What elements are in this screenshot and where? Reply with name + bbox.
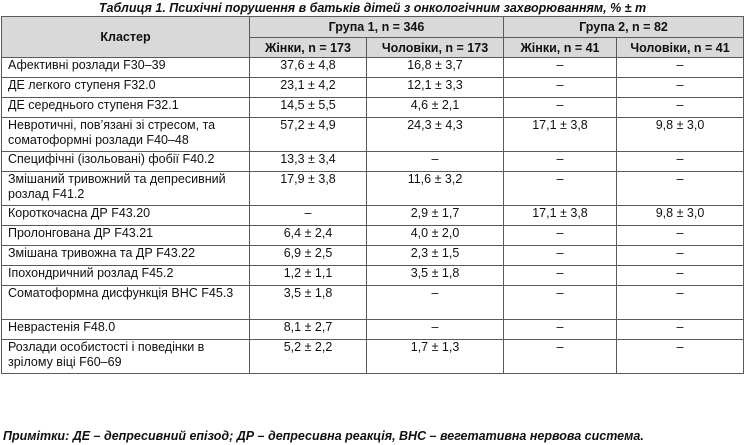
cell-g1-women: 6,4 ± 2,4	[249, 225, 367, 246]
cell-g2-women: –	[503, 77, 617, 98]
cell-g1-men: 3,5 ± 1,8	[366, 265, 504, 286]
cell-g1-women: 5,2 ± 2,2	[249, 339, 367, 374]
cell-g1-women: 23,1 ± 4,2	[249, 77, 367, 98]
header-g1-men: Чоловіки, n = 173	[366, 37, 504, 58]
cell-g2-men: –	[615, 151, 745, 172]
row-label: Невротичні, пов’язані зі стресом, та сом…	[1, 117, 250, 152]
cell-g1-men: –	[366, 319, 504, 340]
cell-g2-women: 17,1 ± 3,8	[503, 117, 617, 152]
table-row: Соматоформна дисфункція ВНС F45.3 3,5 ± …	[1, 285, 745, 320]
cell-g1-men: –	[366, 285, 504, 320]
header-cluster: Кластер	[1, 16, 250, 58]
row-label: Розлади особистості і поведінки в зрілом…	[1, 339, 250, 374]
header-group-1: Група 1, n = 346	[249, 16, 504, 38]
cell-g1-men: 2,3 ± 1,5	[366, 245, 504, 266]
row-label: Неврастенія F48.0	[1, 319, 250, 340]
cell-g2-women: –	[503, 225, 617, 246]
cell-g1-women: 8,1 ± 2,7	[249, 319, 367, 340]
cell-g2-women: –	[503, 285, 617, 320]
table-row: Пролонгована ДР F43.21 6,4 ± 2,4 4,0 ± 2…	[1, 225, 745, 246]
row-label: ДЕ легкого ступеня F32.0	[1, 77, 250, 98]
cell-g2-women: 17,1 ± 3,8	[503, 205, 617, 226]
cell-g1-men: 1,7 ± 1,3	[366, 339, 504, 374]
cell-g1-women: 13,3 ± 3,4	[249, 151, 367, 172]
row-label: ДЕ середнього ступеня F32.1	[1, 97, 250, 118]
row-label: Афективні розлади F30–39	[1, 57, 250, 78]
cell-g2-men: 9,8 ± 3,0	[615, 205, 745, 226]
cell-g2-women: –	[503, 319, 617, 340]
cell-g2-men: –	[615, 245, 745, 266]
table-row: Змішана тривожна та ДР F43.22 6,9 ± 2,5 …	[1, 245, 745, 266]
header-g2-women: Жінки, n = 41	[503, 37, 617, 58]
cell-g2-women: –	[503, 171, 617, 206]
row-label: Специфічні (ізольовані) фобії F40.2	[1, 151, 250, 172]
cell-g2-women: –	[503, 339, 617, 374]
cell-g1-women: 37,6 ± 4,8	[249, 57, 367, 78]
row-label: Іпохондричний розлад F45.2	[1, 265, 250, 286]
row-label: Короткочасна ДР F43.20	[1, 205, 250, 226]
row-label: Соматоформна дисфункція ВНС F45.3	[1, 285, 250, 320]
cell-g2-men: 9,8 ± 3,0	[615, 117, 745, 152]
header-row-sexes: Жінки, n = 173 Чоловіки, n = 173 Жінки, …	[2, 37, 745, 58]
table-footnote: Примітки: ДЕ – депресивний епізод; ДР – …	[3, 429, 644, 443]
row-label: Змішаний тривожний та депресивний розлад…	[1, 171, 250, 206]
cell-g2-men: –	[615, 97, 745, 118]
cell-g2-men: –	[615, 77, 745, 98]
table-row: Іпохондричний розлад F45.2 1,2 ± 1,1 3,5…	[1, 265, 745, 286]
cell-g1-women: 1,2 ± 1,1	[249, 265, 367, 286]
cell-g2-women: –	[503, 265, 617, 286]
table-row: Специфічні (ізольовані) фобії F40.2 13,3…	[1, 151, 745, 172]
cell-g2-men: –	[615, 225, 745, 246]
cell-g1-women: –	[249, 205, 367, 226]
cell-g2-women: –	[503, 151, 617, 172]
header-g2-men: Чоловіки, n = 41	[615, 37, 745, 58]
table-row: Розлади особистості і поведінки в зрілом…	[1, 339, 745, 374]
cell-g2-men: –	[615, 285, 745, 320]
data-table: Кластер Група 1, n = 346 Група 2, n = 82…	[1, 16, 745, 374]
cell-g1-men: 2,9 ± 1,7	[366, 205, 504, 226]
table-row: Неврастенія F48.0 8,1 ± 2,7 – – –	[1, 319, 745, 340]
cell-g2-men: –	[615, 319, 745, 340]
table-row: ДЕ середнього ступеня F32.1 14,5 ± 5,5 4…	[1, 97, 745, 118]
cell-g1-women: 57,2 ± 4,9	[249, 117, 367, 152]
cell-g2-women: –	[503, 57, 617, 78]
row-label: Пролонгована ДР F43.21	[1, 225, 250, 246]
header-g1-women: Жінки, n = 173	[249, 37, 367, 58]
cell-g2-men: –	[615, 57, 745, 78]
table-row: Короткочасна ДР F43.20 – 2,9 ± 1,7 17,1 …	[1, 205, 745, 226]
cell-g1-women: 17,9 ± 3,8	[249, 171, 367, 206]
row-label: Змішана тривожна та ДР F43.22	[1, 245, 250, 266]
cell-g1-men: 24,3 ± 4,3	[366, 117, 504, 152]
table-body: Афективні розлади F30–39 37,6 ± 4,8 16,8…	[1, 57, 745, 374]
cell-g1-men: 12,1 ± 3,3	[366, 77, 504, 98]
table-row: Афективні розлади F30–39 37,6 ± 4,8 16,8…	[1, 57, 745, 78]
cell-g1-men: 4,0 ± 2,0	[366, 225, 504, 246]
cell-g2-men: –	[615, 339, 745, 374]
header-group-2: Група 2, n = 82	[502, 16, 745, 38]
table-row: Невротичні, пов’язані зі стресом, та сом…	[1, 117, 745, 152]
cell-g2-men: –	[615, 265, 745, 286]
cell-g2-women: –	[503, 97, 617, 118]
cell-g1-men: 4,6 ± 2,1	[366, 97, 504, 118]
table-row: ДЕ легкого ступеня F32.0 23,1 ± 4,2 12,1…	[1, 77, 745, 98]
table-row: Змішаний тривожний та депресивний розлад…	[1, 171, 745, 206]
cell-g1-men: 11,6 ± 3,2	[366, 171, 504, 206]
cell-g1-women: 3,5 ± 1,8	[249, 285, 367, 320]
cell-g2-women: –	[503, 245, 617, 266]
cell-g2-men: –	[615, 171, 745, 206]
cell-g1-men: 16,8 ± 3,7	[366, 57, 504, 78]
cell-g1-men: –	[366, 151, 504, 172]
cell-g1-women: 6,9 ± 2,5	[249, 245, 367, 266]
header-row-groups: Кластер Група 1, n = 346 Група 2, n = 82	[1, 16, 745, 58]
table-title: Таблиця 1. Психічні порушення в батьків …	[98, 1, 647, 15]
cell-g1-women: 14,5 ± 5,5	[249, 97, 367, 118]
